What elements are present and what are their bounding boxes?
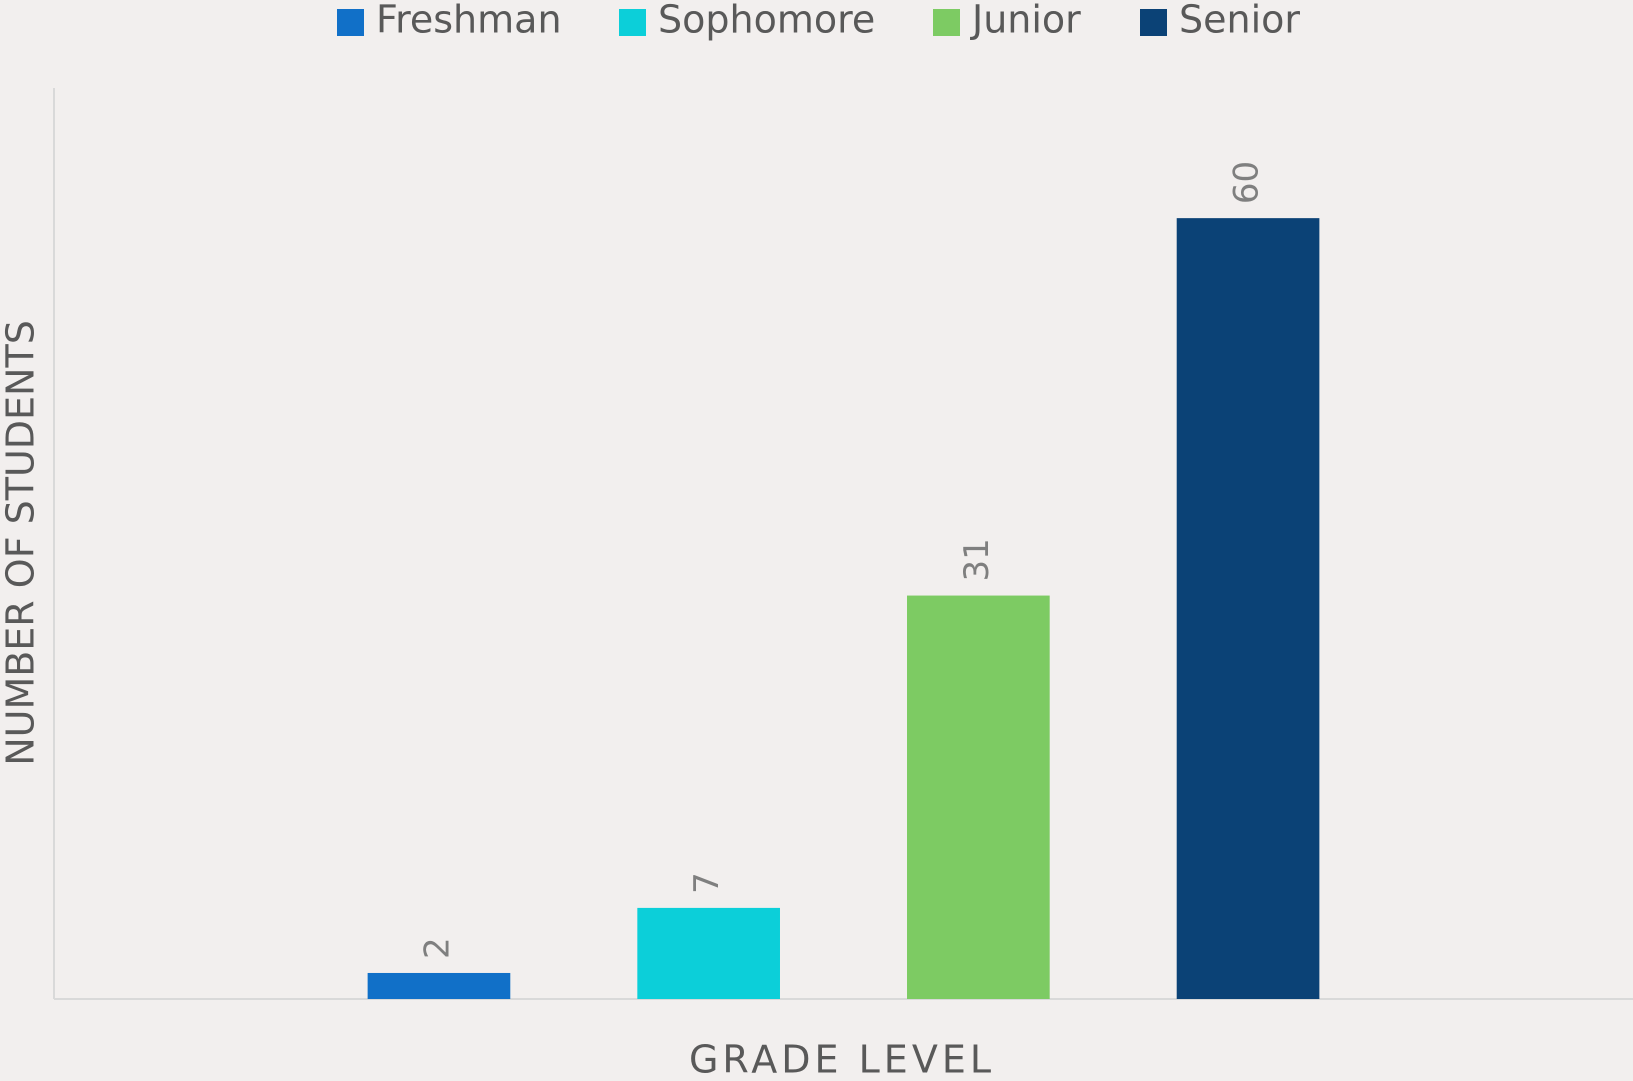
legend-swatch xyxy=(933,9,960,36)
bar xyxy=(1176,218,1320,1000)
value-label: 7 xyxy=(687,872,727,894)
legend-label: Junior xyxy=(970,0,1081,42)
x-axis-title: GRADE LEVEL xyxy=(689,1038,995,1081)
legend-swatch xyxy=(619,9,646,36)
value-label: 31 xyxy=(957,538,997,581)
y-axis-title: NUMBER OF STUDENTS xyxy=(0,320,43,766)
legend-label: Sophomore xyxy=(658,0,875,42)
legend-swatch xyxy=(1140,9,1167,36)
value-label: 2 xyxy=(417,937,457,959)
value-label: 60 xyxy=(1227,161,1267,204)
bar xyxy=(637,907,780,999)
legend-swatch xyxy=(337,9,364,36)
bar xyxy=(367,972,511,999)
bar xyxy=(907,595,1050,999)
legend-label: Senior xyxy=(1179,0,1300,42)
legend-label: Freshman xyxy=(376,0,562,42)
